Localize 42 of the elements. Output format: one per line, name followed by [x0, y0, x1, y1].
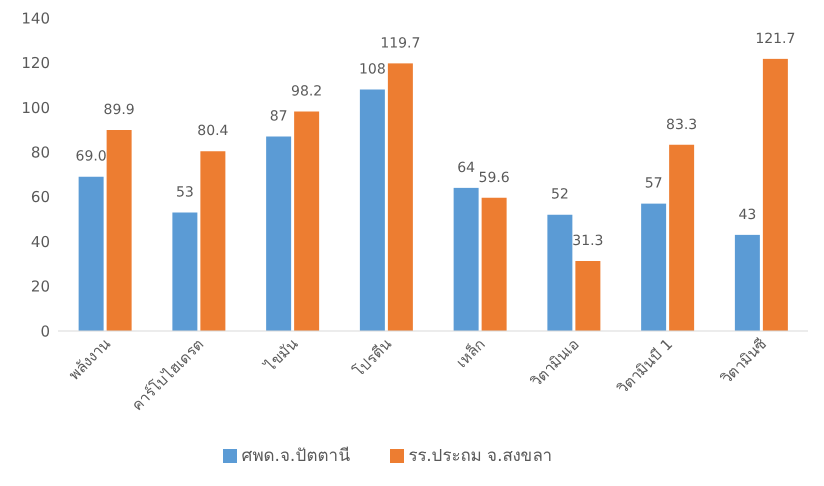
bar	[294, 111, 320, 331]
y-tick-label: 120	[21, 54, 50, 72]
data-label: 53	[176, 184, 194, 201]
data-label: 59.6	[478, 170, 510, 186]
data-label: 52	[550, 186, 569, 203]
data-label: 80.4	[197, 123, 229, 140]
bar	[266, 136, 292, 331]
legend-label: รร.ประถม จ.สงขลา	[408, 446, 553, 466]
bar	[360, 90, 385, 331]
data-label: 64	[457, 160, 476, 176]
y-tick-label: 100	[21, 98, 50, 117]
bar	[575, 261, 600, 331]
y-tick-label: 20	[30, 278, 50, 296]
bar	[482, 198, 507, 331]
data-label: 121.7	[755, 30, 796, 47]
bar	[388, 63, 413, 331]
bar	[78, 176, 104, 331]
y-tick-label: 80	[30, 143, 50, 162]
data-label: 108	[359, 62, 386, 78]
data-label: 119.7	[380, 35, 420, 52]
data-label: 89.9	[104, 102, 135, 118]
bar	[669, 144, 694, 331]
data-label: 69.0	[76, 148, 107, 165]
bar	[172, 212, 198, 331]
data-label: 43	[738, 206, 756, 223]
y-tick-label: 60	[30, 188, 50, 206]
data-label: 31.3	[572, 233, 604, 250]
bar	[762, 58, 788, 331]
bar	[200, 151, 226, 331]
bar	[641, 204, 666, 331]
bar	[454, 188, 479, 331]
data-label: 98.2	[291, 83, 322, 100]
data-label: 83.3	[666, 116, 698, 133]
y-tick-label: 140	[21, 9, 50, 28]
legend-label: ศพด.จ.ปัตตานี	[241, 446, 350, 466]
y-tick-label: 40	[30, 232, 50, 251]
bar	[106, 130, 132, 331]
data-label: 87	[270, 108, 288, 124]
bar	[734, 234, 760, 331]
bar	[547, 214, 572, 331]
data-label: 57	[644, 176, 663, 192]
y-tick-label: 0	[40, 322, 50, 340]
